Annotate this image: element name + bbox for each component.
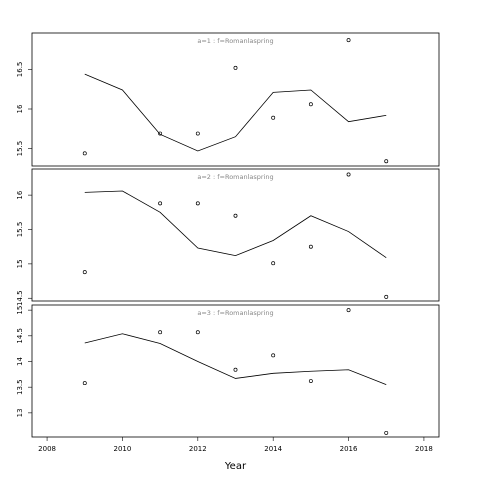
data-point: [271, 115, 276, 120]
x-axis-label: Year: [224, 461, 247, 472]
panel-frame: [31, 168, 440, 302]
y-tick-label: 14.5: [16, 328, 24, 344]
fitted-line: [84, 190, 387, 259]
panel-frame: [31, 32, 440, 167]
data-point: [384, 430, 389, 435]
y-tick-label: 14: [16, 357, 24, 366]
strip-title: a=1 : f=Romanlaspring: [197, 37, 273, 45]
data-point: [271, 353, 276, 358]
y-tick-label: 13.5: [16, 379, 24, 395]
data-point: [346, 38, 351, 43]
data-point: [233, 65, 238, 70]
y-tick-label: 16.5: [16, 62, 24, 78]
data-point: [233, 213, 238, 218]
data-point: [346, 172, 351, 177]
fitted-line: [84, 73, 387, 152]
x-tick-label: 2018: [415, 445, 433, 453]
data-point: [384, 159, 389, 164]
data-point: [308, 244, 313, 249]
data-point: [82, 270, 87, 275]
x-tick-label: 2008: [38, 445, 56, 453]
data-point: [346, 308, 351, 313]
fitted-line: [84, 333, 387, 385]
y-tick-label: 15.5: [16, 222, 24, 238]
data-point: [82, 381, 87, 386]
data-point: [308, 379, 313, 383]
data-point: [82, 151, 87, 156]
data-point: [195, 201, 200, 206]
x-tick-label: 2014: [264, 445, 282, 453]
y-tick-label: 16: [16, 104, 24, 113]
data-point: [233, 367, 238, 372]
y-tick-label: 15.5: [16, 141, 24, 157]
data-point: [158, 131, 163, 136]
x-tick-label: 2012: [189, 445, 207, 453]
data-point: [308, 102, 313, 107]
data-point: [158, 201, 163, 206]
y-tick-label: 15: [16, 259, 24, 268]
strip-title: a=3 : f=Romanlaspring: [197, 309, 273, 317]
x-tick-label: 2010: [114, 445, 132, 453]
y-tick-label: 15: [16, 306, 24, 315]
panel-frame: [31, 304, 440, 438]
y-tick-label: 16: [16, 190, 24, 199]
data-point: [271, 261, 276, 266]
strip-title: a=2 : f=Romanlaspring: [197, 173, 273, 181]
data-point: [384, 294, 389, 299]
y-tick-label: 13: [16, 408, 24, 417]
data-point: [158, 330, 163, 335]
data-point: [195, 131, 200, 136]
y-tick-label: 14.5: [16, 290, 24, 306]
data-point: [195, 330, 200, 335]
x-tick-label: 2016: [340, 445, 358, 453]
